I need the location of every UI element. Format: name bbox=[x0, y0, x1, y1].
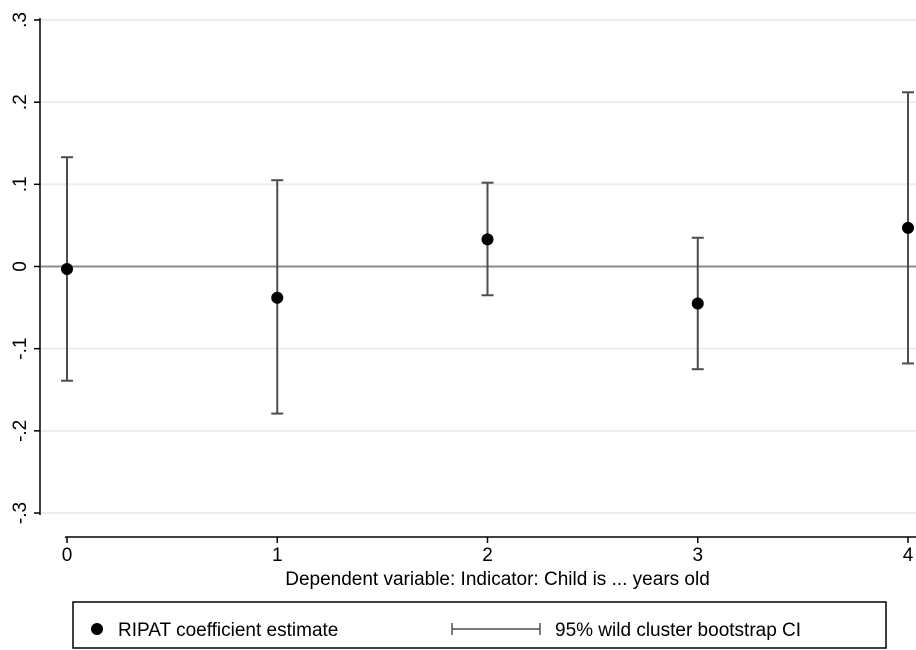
y-tick-label-5: .2 bbox=[10, 94, 31, 110]
gridlines bbox=[41, 19, 916, 514]
legend: RIPAT coefficient estimate 95% wild clus… bbox=[72, 601, 887, 649]
y-axis: -.3 -.2 -.1 0 .1 .2 .3 bbox=[10, 12, 41, 524]
x-tick-label-3: 3 bbox=[692, 545, 703, 566]
y-tick-label-4: .1 bbox=[10, 176, 31, 192]
x-axis: 0 1 2 3 4 bbox=[62, 536, 916, 566]
data-point-4 bbox=[902, 221, 914, 234]
y-tick-label-3: 0 bbox=[10, 261, 31, 272]
y-tick-label-6: .3 bbox=[10, 12, 31, 28]
legend-marker-symbol bbox=[91, 623, 103, 635]
data-point-1 bbox=[271, 291, 284, 304]
x-tick-label-1: 1 bbox=[272, 545, 283, 566]
legend-label-estimate: RIPAT coefficient estimate bbox=[118, 620, 338, 641]
data-point-2 bbox=[481, 233, 494, 246]
x-tick-label-2: 2 bbox=[482, 545, 493, 566]
y-tick-label-1: -.2 bbox=[10, 420, 31, 442]
legend-label-ci: 95% wild cluster bootstrap CI bbox=[555, 620, 801, 641]
y-tick-label-0: -.3 bbox=[10, 502, 31, 524]
x-axis-title: Dependent variable: Indicator: Child is … bbox=[285, 569, 710, 590]
confidence-intervals bbox=[61, 91, 914, 415]
legend-ci-symbol bbox=[451, 623, 541, 635]
data-point-0 bbox=[61, 262, 73, 275]
y-tick-label-2: -.1 bbox=[10, 338, 31, 360]
x-tick-label-0: 0 bbox=[62, 545, 73, 566]
data-point-3 bbox=[691, 297, 704, 310]
x-tick-label-4: 4 bbox=[903, 545, 914, 566]
coefficient-points bbox=[61, 221, 914, 310]
legend-box bbox=[72, 601, 887, 649]
